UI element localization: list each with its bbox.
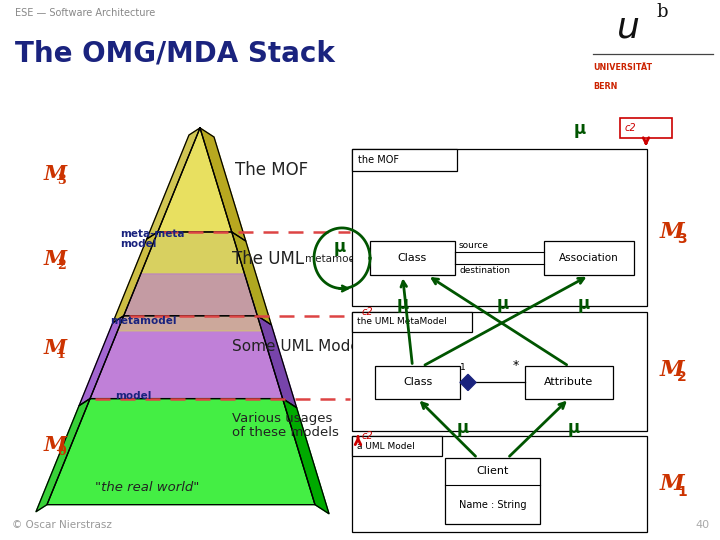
Polygon shape	[257, 316, 297, 408]
Text: μ: μ	[568, 419, 580, 437]
Text: the UML MetaModel: the UML MetaModel	[357, 318, 446, 326]
Text: μ: μ	[397, 295, 409, 313]
Text: 1: 1	[460, 363, 466, 373]
Text: of these models: of these models	[232, 427, 339, 440]
Bar	[352, 149, 457, 171]
Text: c2: c2	[625, 123, 636, 133]
Text: metamodel: metamodel	[305, 254, 364, 264]
Text: μ: μ	[578, 295, 590, 313]
Text: meta-meta: meta-meta	[120, 229, 184, 239]
Text: M: M	[44, 164, 67, 184]
Bar	[352, 149, 647, 306]
Text: $\mathit{u}$: $\mathit{u}$	[616, 10, 639, 44]
Polygon shape	[124, 232, 257, 316]
Text: 1: 1	[57, 348, 66, 361]
Polygon shape	[36, 399, 90, 512]
Text: M: M	[44, 338, 67, 358]
Bar	[544, 241, 634, 275]
Bar	[352, 436, 647, 532]
Text: The UML: The UML	[232, 250, 304, 268]
Text: 40: 40	[696, 520, 710, 530]
Text: μ: μ	[334, 238, 346, 256]
Text: "the real world": "the real world"	[95, 481, 199, 494]
Text: 0: 0	[57, 444, 66, 457]
Text: 3: 3	[57, 174, 66, 187]
Polygon shape	[200, 128, 246, 241]
Text: Name : String: Name : String	[459, 500, 526, 510]
Text: Class: Class	[398, 253, 427, 263]
Text: ++: ++	[348, 251, 381, 270]
Text: *: *	[513, 359, 519, 373]
Polygon shape	[460, 374, 476, 390]
Bar	[352, 312, 647, 431]
Text: M: M	[660, 474, 685, 496]
Text: 2: 2	[57, 259, 66, 272]
Text: Association: Association	[559, 253, 619, 263]
Bar	[375, 366, 460, 399]
Bar	[525, 366, 613, 399]
Text: Various usages: Various usages	[232, 413, 333, 426]
Text: Client: Client	[477, 467, 509, 476]
Bar	[620, 118, 672, 138]
Text: 3: 3	[677, 232, 687, 246]
Text: M: M	[44, 435, 67, 455]
Polygon shape	[283, 399, 329, 514]
Text: c2: c2	[362, 307, 374, 317]
Polygon shape	[158, 128, 232, 232]
Bar	[370, 241, 455, 275]
Text: 1: 1	[677, 484, 687, 498]
Text: Some UML Models ++: Some UML Models ++	[232, 339, 402, 354]
Text: the MOF: the MOF	[358, 156, 399, 165]
Text: c2: c2	[362, 431, 374, 441]
Polygon shape	[117, 316, 262, 331]
Bar	[445, 458, 540, 524]
Text: BERN: BERN	[593, 82, 618, 91]
Text: b: b	[656, 3, 667, 22]
Text: μ: μ	[497, 295, 509, 313]
Text: M: M	[660, 221, 685, 243]
Text: ESE — Software Architecture: ESE — Software Architecture	[14, 8, 155, 18]
Polygon shape	[232, 232, 271, 325]
Text: M: M	[660, 359, 685, 381]
Text: model: model	[120, 239, 156, 249]
Text: © Oscar Nierstrasz: © Oscar Nierstrasz	[12, 520, 112, 530]
Polygon shape	[79, 316, 124, 406]
Polygon shape	[90, 316, 283, 399]
Polygon shape	[147, 128, 200, 239]
Text: UNIVERSITÄT: UNIVERSITÄT	[593, 63, 652, 72]
Polygon shape	[113, 232, 158, 323]
Bar	[352, 312, 472, 332]
Text: The OMG/MDA Stack: The OMG/MDA Stack	[14, 39, 335, 67]
Text: The MOF: The MOF	[235, 161, 308, 179]
Text: Class: Class	[403, 377, 432, 387]
Text: 2: 2	[677, 370, 687, 384]
Bar	[352, 436, 442, 456]
Text: destination: destination	[459, 266, 510, 275]
Text: μ: μ	[574, 120, 586, 138]
Text: Attribute: Attribute	[544, 377, 593, 387]
Text: M: M	[44, 249, 67, 269]
Text: model: model	[115, 390, 151, 401]
Text: μ: μ	[456, 419, 469, 437]
Text: metamodel: metamodel	[110, 316, 176, 326]
Polygon shape	[47, 399, 315, 505]
Polygon shape	[124, 274, 257, 316]
Text: a UML Model: a UML Model	[357, 442, 415, 450]
Text: source: source	[459, 241, 489, 251]
